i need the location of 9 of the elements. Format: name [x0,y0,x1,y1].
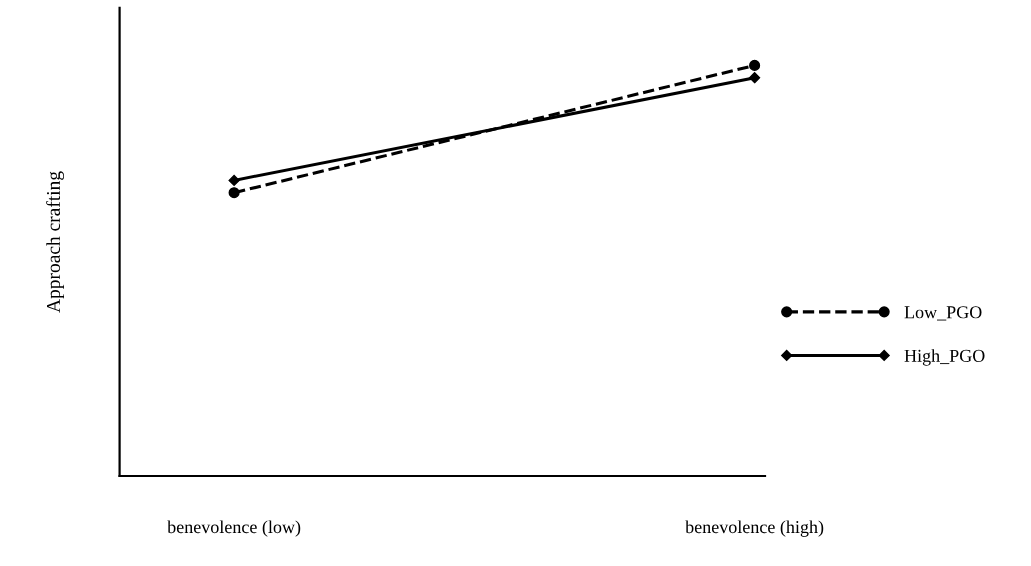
legend-label: Low_PGO [904,306,982,321]
point [749,59,761,71]
x-tick-label: benevolence (high) [685,520,824,537]
point [748,72,761,84]
point [228,187,240,199]
y-axis-title: Approach crafting [46,171,65,313]
x-tick-label: benevolence (low) [167,520,301,537]
legend-label: High_PGO [904,349,985,366]
point [228,174,240,186]
